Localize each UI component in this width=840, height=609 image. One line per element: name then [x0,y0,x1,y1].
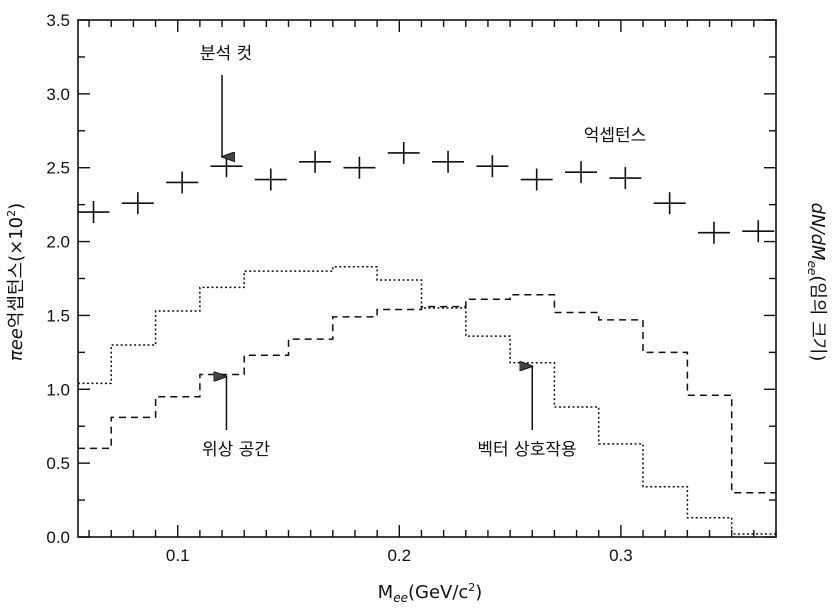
y-tick-label: 0.5 [46,454,70,473]
plot-frame [77,19,777,538]
vector-interaction-histogram [78,293,776,494]
y-axis-title-right: dN/dMee(임의 크기) [805,203,828,362]
acceptance-point [387,141,420,164]
acceptance-point [210,155,243,178]
acceptance-point [121,192,154,215]
x-tick-label: 0.2 [387,546,411,565]
acceptance-point [742,220,775,243]
acceptance-point [697,221,730,244]
annotation-analysis-cut: 분석 컷 [200,44,252,64]
acceptance-point [609,167,642,190]
y-tick-label: 2.5 [46,159,70,178]
acceptance-point [476,155,509,178]
acceptance-point [565,161,598,184]
y-axis-title-left: πee억셉턴스(×102) [5,203,27,361]
acceptance-point [432,150,465,173]
acceptance-point [520,168,553,191]
y-tick-label: 1.0 [46,380,70,399]
phase-space-histogram [78,265,776,535]
y-tick-label: 2.0 [46,233,70,252]
annotation-phase-space: 위상 공간 [202,440,270,460]
acceptance-point [299,150,332,173]
acceptance-point [166,171,199,194]
acceptance-point [254,168,287,191]
annotation-acceptance: 억셉턴스 [584,126,647,146]
y-tick-label: 0.0 [46,528,70,547]
y-tick-label: 1.5 [46,306,70,325]
y-tick-label: 3.5 [46,11,70,30]
x-tick-label: 0.1 [166,546,190,565]
x-tick-label: 0.3 [609,546,633,565]
annotation-vector-interaction: 벡터 상호작용 [477,440,576,460]
acceptance-point [77,201,110,224]
y-tick-label: 3.0 [46,85,70,104]
acceptance-point [343,156,376,179]
x-axis-title: Mee(GeV/c2) [378,581,483,605]
acceptance-point [653,192,686,215]
